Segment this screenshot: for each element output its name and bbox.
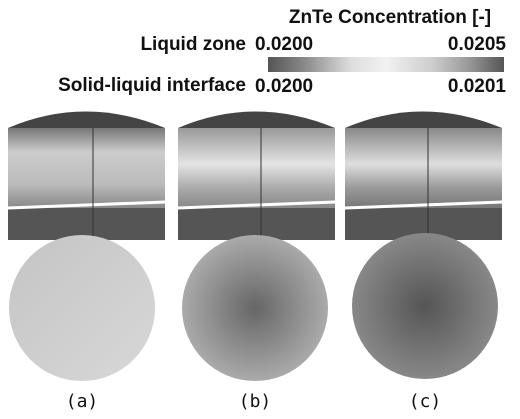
panel-label: (c) <box>409 391 442 412</box>
disk <box>352 233 498 379</box>
colorbar <box>268 57 504 72</box>
cylinder <box>178 112 335 241</box>
disk <box>9 235 155 381</box>
cylinder <box>8 112 165 241</box>
row-label: Liquid zone <box>140 34 246 55</box>
range-max: 0.0201 <box>448 76 507 97</box>
range-min: 0.0200 <box>255 34 313 55</box>
range-min: 0.0200 <box>255 76 313 97</box>
panel-label: (b) <box>239 391 272 412</box>
disk <box>182 235 328 381</box>
panel-label: (a) <box>66 391 99 412</box>
colorbar-title: ZnTe Concentration [-] <box>289 7 491 28</box>
range-max: 0.0205 <box>448 34 507 55</box>
cylinder <box>345 112 502 241</box>
figure: ZnTe Concentration [-] Liquid zone 0.020… <box>0 0 520 419</box>
row-label: Solid-liquid interface <box>58 75 246 96</box>
